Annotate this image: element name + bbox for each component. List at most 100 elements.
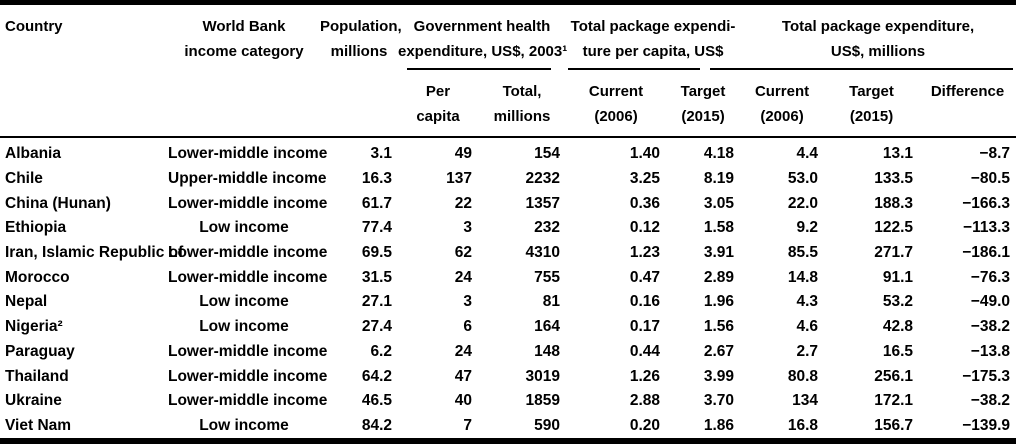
package-millions-target-cell: 16.5 — [882, 342, 914, 360]
group-header-gov-health-expenditure: Government health expenditure, US$, 2003… — [398, 3, 567, 70]
gov-expenditure-per-capita-cell: 6 — [463, 318, 472, 336]
package-per-capita-current-cell: 0.12 — [629, 219, 661, 237]
col-header-pc-current-2006: Current (2006) — [566, 70, 667, 138]
country-cell: Nigeria² — [5, 318, 63, 336]
difference-cell: −166.3 — [962, 194, 1011, 212]
income-category-cell: Lower-middle income — [168, 145, 328, 163]
package-millions-target-cell: 42.8 — [882, 318, 914, 336]
gov-expenditure-total-cell: 232 — [534, 219, 561, 237]
package-millions-current-cell: 22.0 — [787, 194, 819, 212]
gov-expenditure-per-capita-cell: 22 — [454, 194, 472, 212]
income-category-cell: Lower-middle income — [168, 194, 328, 212]
package-millions-target-cell: 122.5 — [874, 219, 914, 237]
col-header-pc-current-line1: Current — [588, 83, 644, 100]
country-cell: Ukraine — [5, 392, 62, 410]
country-cell: Morocco — [5, 268, 70, 286]
gov-expenditure-per-capita-cell: 49 — [454, 145, 472, 163]
country-cell: Thailand — [5, 367, 69, 385]
col-header-difference: Difference — [919, 70, 1016, 138]
col-header-income-category: World Bank income category — [168, 2, 320, 138]
table-row: China (Hunan) Lower-middle income 61.7 2… — [0, 191, 1016, 216]
table-row: Thailand Lower-middle income 64.2 47 301… — [0, 364, 1016, 389]
gov-expenditure-per-capita-cell: 24 — [454, 342, 472, 360]
country-cell: Nepal — [5, 293, 48, 311]
package-millions-current-cell: 14.8 — [787, 268, 819, 286]
package-millions-current-cell: 85.5 — [787, 244, 819, 262]
population-cell: 61.7 — [361, 194, 392, 212]
gov-expenditure-total-cell: 1357 — [525, 194, 561, 212]
gov-expenditure-per-capita-cell: 40 — [454, 392, 472, 410]
gov-health-spanner-rule — [407, 68, 552, 70]
table-row: Ethiopia Low income 77.4 3 232 0.12 1.58… — [0, 216, 1016, 241]
gov-expenditure-total-cell: 755 — [534, 268, 561, 286]
gov-expenditure-total-cell: 154 — [534, 145, 561, 163]
table-row: Nigeria² Low income 27.4 6 164 0.17 1.56… — [0, 315, 1016, 340]
col-header-m-current-line1: Current — [754, 83, 810, 100]
gov-expenditure-per-capita-cell: 47 — [454, 367, 472, 385]
package-per-capita-current-cell: 0.44 — [629, 342, 661, 360]
col-header-population-line1: Population, — [320, 18, 402, 35]
difference-cell: −113.3 — [963, 219, 1011, 237]
col-header-m-target-2015: Target (2015) — [824, 70, 920, 138]
col-header-pc-target-line2: (2015) — [681, 108, 725, 125]
package-millions-current-cell: 4.3 — [796, 293, 819, 311]
col-header-pc-target-2015: Target (2015) — [666, 70, 741, 138]
gov-expenditure-total-cell: 1859 — [525, 392, 561, 410]
income-category-cell: Lower-middle income — [168, 392, 328, 410]
difference-cell: −38.2 — [970, 392, 1011, 410]
col-header-gov-per-capita-line1: Per — [425, 83, 451, 100]
package-millions-current-cell: 9.2 — [796, 219, 819, 237]
package-millions-current-cell: 4.4 — [796, 145, 819, 163]
package-millions-target-cell: 271.7 — [874, 244, 914, 262]
package-per-capita-current-cell: 0.47 — [629, 268, 661, 286]
income-category-cell: Lower-middle income — [168, 367, 328, 385]
col-header-m-current-2006: Current (2006) — [740, 70, 825, 138]
package-per-capita-target-cell: 3.70 — [703, 392, 735, 410]
country-cell: Ethiopia — [5, 219, 67, 237]
income-category-cell: Low income — [199, 293, 289, 311]
package-millions-target-cell: 133.5 — [874, 170, 914, 188]
table-row: Viet Nam Low income 84.2 7 590 0.20 1.86… — [0, 414, 1016, 442]
package-per-capita-target-cell: 8.19 — [703, 170, 735, 188]
country-cell: Paraguay — [5, 342, 75, 360]
country-cell: Viet Nam — [5, 416, 72, 434]
table-row: Paraguay Lower-middle income 6.2 24 148 … — [0, 340, 1016, 365]
table-row: Iran, Islamic Republic of Lower-middle i… — [0, 241, 1016, 266]
population-cell: 31.5 — [361, 268, 392, 286]
package-per-capita-current-cell: 1.26 — [629, 367, 661, 385]
gov-expenditure-per-capita-cell: 3 — [463, 293, 472, 311]
population-cell: 27.1 — [361, 293, 392, 311]
package-millions-target-cell: 53.2 — [882, 293, 914, 311]
col-header-gov-per-capita: Per capita — [398, 70, 478, 138]
package-millions-target-cell: 91.1 — [882, 268, 914, 286]
gov-expenditure-total-cell: 148 — [534, 342, 561, 360]
difference-cell: −38.2 — [970, 318, 1011, 336]
difference-cell: −139.9 — [962, 416, 1011, 434]
col-header-gov-total-millions: Total, millions — [478, 70, 567, 138]
col-header-population: Population, millions — [320, 2, 402, 138]
col-header-gov-total-millions-line1: Total, — [502, 83, 542, 100]
population-cell: 3.1 — [370, 145, 392, 163]
package-millions-current-cell: 4.6 — [796, 318, 819, 336]
package-per-capita-target-cell: 2.67 — [703, 342, 735, 360]
header-group-row: Country World Bank income category Popul… — [0, 2, 1016, 138]
income-category-cell: Low income — [199, 416, 289, 434]
package-millions-current-cell: 80.8 — [787, 367, 819, 385]
package-per-capita-target-cell: 3.91 — [703, 244, 735, 262]
difference-cell: −13.8 — [970, 342, 1011, 360]
package-per-capita-current-cell: 0.16 — [629, 293, 661, 311]
gov-expenditure-total-cell: 4310 — [525, 244, 561, 262]
col-header-pc-current-line2: (2006) — [594, 108, 638, 125]
gov-expenditure-total-cell: 81 — [542, 293, 561, 311]
group-header-package-millions-line1: Total package expenditure, — [781, 18, 975, 35]
package-per-capita-current-cell: 1.23 — [629, 244, 661, 262]
gov-expenditure-per-capita-cell: 137 — [446, 170, 472, 188]
package-millions-current-cell: 2.7 — [796, 342, 819, 360]
country-cell: Iran, Islamic Republic of — [5, 244, 184, 262]
income-category-cell: Upper-middle income — [168, 170, 327, 188]
population-cell: 69.5 — [361, 244, 392, 262]
gov-expenditure-per-capita-cell: 24 — [454, 268, 472, 286]
group-header-package-per-capita-line2: ture per capita, US$ — [582, 43, 724, 60]
gov-expenditure-total-cell: 590 — [534, 416, 561, 434]
